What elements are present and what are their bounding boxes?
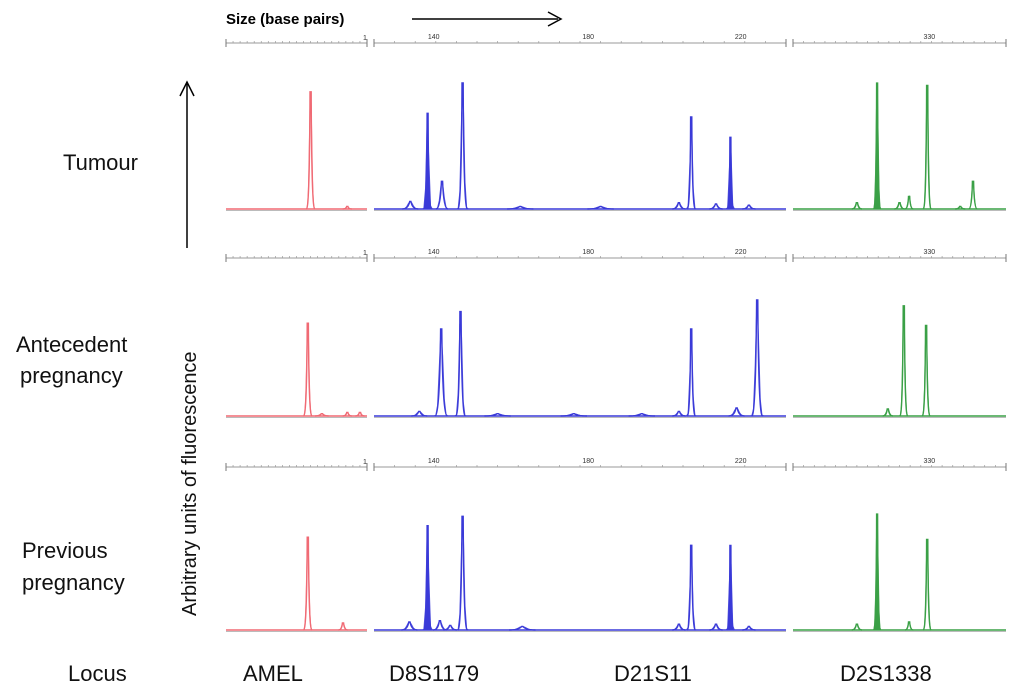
allele-peak <box>894 202 905 210</box>
size-tick-label: 140 <box>428 249 440 256</box>
signal-trace <box>374 97 786 210</box>
allele-peak <box>751 299 764 417</box>
size-tick-label: 330 <box>923 249 935 256</box>
allele-peak <box>401 621 418 631</box>
allele-peak <box>686 328 696 417</box>
locus-panel: 1 <box>225 459 368 632</box>
locus-panel: 1 <box>225 250 368 418</box>
allele-peak <box>402 200 419 210</box>
allele-peak <box>435 180 449 210</box>
allele-peak <box>457 515 468 631</box>
size-tick-label: 1 <box>363 35 367 42</box>
size-tick-label: 180 <box>582 458 594 465</box>
allele-peak <box>968 180 978 210</box>
row-label: Antecedent pregnancy <box>16 332 127 388</box>
allele-peak <box>338 622 348 631</box>
size-tick-label: 1 <box>363 250 367 257</box>
row-label-line: Tumour <box>63 150 138 175</box>
locus-labels: Locus AMEL D8S1179 D21S11 D2S1338 <box>68 661 932 686</box>
size-tick-label: 330 <box>923 34 935 41</box>
sample-row: Antecedent pregnancy 1 140 180 220 330 <box>16 249 1007 418</box>
allele-peak <box>921 324 931 417</box>
row-label-line: Previous <box>22 538 108 563</box>
locus-header: Locus <box>68 661 127 686</box>
allele-peak <box>904 195 914 210</box>
locus-label: AMEL <box>243 661 303 686</box>
locus-panel: 1 <box>225 35 368 211</box>
row-label-line: pregnancy <box>20 363 123 388</box>
size-tick-label: 180 <box>582 34 594 41</box>
locus-label: D2S1338 <box>840 661 932 686</box>
allele-peak <box>303 322 313 417</box>
allele-peak <box>851 202 863 210</box>
allele-peak <box>455 310 466 417</box>
allele-peak <box>904 621 914 631</box>
locus-panel: 330 <box>792 458 1007 632</box>
allele-peak <box>728 407 745 417</box>
allele-peak <box>686 116 696 210</box>
signal-trace <box>793 515 1006 631</box>
allele-peak <box>873 82 882 210</box>
allele-peak <box>726 136 735 210</box>
signal-trace <box>226 323 367 417</box>
size-tick-label: 220 <box>735 34 747 41</box>
allele-peak <box>434 328 448 417</box>
size-tick-label: 330 <box>923 458 935 465</box>
allele-peak <box>303 536 313 631</box>
sample-row: Previous pregnancy 1 140 180 220 330 <box>22 458 1007 632</box>
allele-peak <box>922 84 932 210</box>
locus-panel: 330 <box>792 34 1007 211</box>
allele-peak <box>873 513 882 631</box>
allele-peak <box>851 623 863 631</box>
allele-peak <box>423 112 433 210</box>
size-tick-label: 140 <box>428 34 440 41</box>
size-tick-label: 140 <box>428 458 440 465</box>
size-tick-label: 220 <box>735 249 747 256</box>
fluorescence-axis-label: Arbitrary units of fluorescence <box>179 351 201 616</box>
fluorescence-axis: Arbitrary units of fluorescence <box>179 80 201 616</box>
allele-peak <box>433 620 447 631</box>
size-axis-label: Size (base pairs) <box>226 11 344 28</box>
size-tick-label: 220 <box>735 458 747 465</box>
locus-label: D8S1179 <box>389 661 479 686</box>
locus-panel: 330 <box>792 249 1007 418</box>
fluorescence-arrow-head <box>179 80 195 97</box>
row-label-line: Antecedent <box>16 332 127 357</box>
row-label: Previous pregnancy <box>22 538 125 595</box>
signal-trace <box>793 307 1006 417</box>
signal-trace <box>226 91 367 210</box>
locus-panel: 140 180 220 <box>373 34 787 211</box>
row-label-line: pregnancy <box>22 570 125 595</box>
locus-panel: 140 180 220 <box>373 458 787 632</box>
sample-row: Tumour 1 140 180 220 330 <box>63 34 1007 211</box>
locus-label: D21S11 <box>614 661 692 686</box>
figure-header: Size (base pairs) <box>226 11 563 28</box>
allele-peak <box>457 82 468 210</box>
allele-peak <box>305 91 316 210</box>
locus-panel: 140 180 220 <box>373 249 787 418</box>
size-tick-label: 180 <box>582 249 594 256</box>
allele-peak <box>686 544 696 631</box>
signal-trace <box>374 302 786 417</box>
allele-peak <box>882 408 893 417</box>
allele-peak <box>922 538 932 631</box>
size-tick-label: 1 <box>363 459 367 466</box>
signal-trace <box>226 537 367 631</box>
signal-trace <box>374 529 786 631</box>
allele-peak <box>726 544 735 631</box>
size-arrow-head <box>547 11 563 27</box>
allele-peak <box>423 525 433 631</box>
allele-peak <box>899 305 909 417</box>
row-label: Tumour <box>63 150 138 175</box>
